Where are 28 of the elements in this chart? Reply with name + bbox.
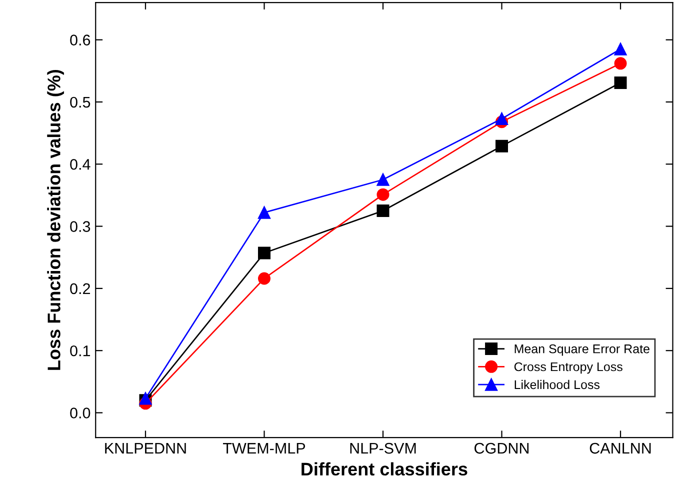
x-tick-label: KNLPEDNN [105, 443, 186, 454]
y-tick-label: 0.6 [70, 34, 90, 46]
y-axis-title: Loss Function deviation values (%) [47, 70, 64, 370]
legend-label: Likelihood Loss [514, 380, 600, 390]
y-tick-label: 0.0 [70, 408, 90, 418]
point [258, 272, 270, 285]
point [376, 204, 390, 217]
y-tick-label: 0.2 [70, 283, 90, 294]
y-tick-label: 0.3 [70, 221, 90, 232]
point [614, 57, 627, 70]
point [614, 76, 627, 89]
x-axis-title: Different classifiers [302, 462, 468, 476]
y-tick-label: 0.1 [70, 345, 90, 356]
point [258, 246, 270, 260]
legend-label: Mean Square Error Rate [514, 344, 650, 356]
y-tick-label: 0.5 [70, 96, 90, 108]
point [496, 112, 508, 125]
point [496, 140, 508, 152]
point [258, 206, 270, 219]
x-tick-label: CANLNN [590, 442, 651, 454]
x-tick-label: NLP-SVM [350, 442, 416, 454]
x-tick-label: CGDNN [474, 442, 529, 454]
point [614, 42, 627, 56]
y-tick-label: 0.4 [70, 158, 90, 170]
point [376, 173, 390, 186]
point [376, 188, 390, 201]
x-tick-label: TWEM-MLP [223, 443, 306, 454]
legend-label: Cross Entropy Loss [514, 362, 622, 374]
